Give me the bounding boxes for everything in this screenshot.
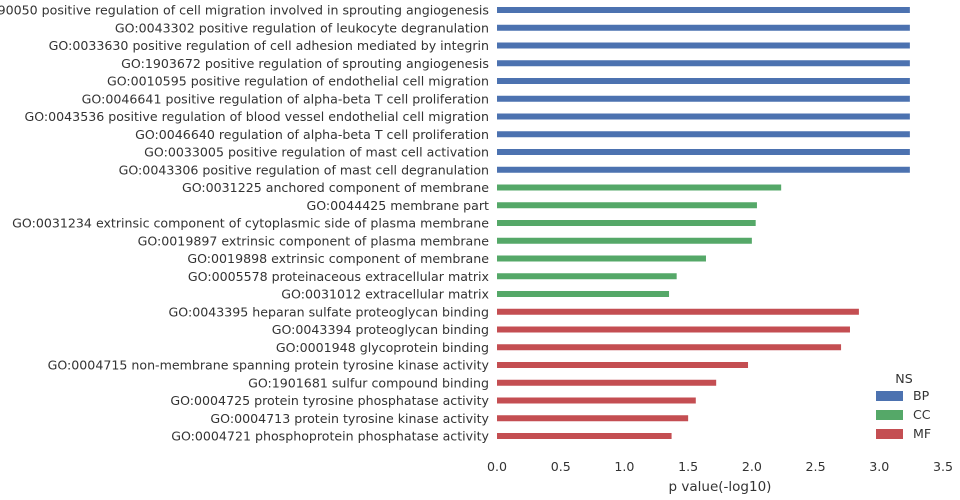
- bar-bp: [497, 7, 910, 13]
- y-tick-label: GO:0043306 positive regulation of mast c…: [119, 162, 489, 177]
- bar-mf: [497, 308, 859, 315]
- y-tick-label: GO:0004715 non-membrane spanning protein…: [48, 358, 490, 373]
- y-tick-label: GO:0010595 positive regulation of endoth…: [107, 74, 489, 89]
- bar-bp: [497, 113, 910, 120]
- bar-cc: [497, 273, 677, 280]
- y-tick-label: GO:0031012 extracellular matrix: [281, 287, 489, 302]
- y-tick-label: GO:0001948 glycoprotein binding: [276, 340, 489, 355]
- bar-mf: [497, 362, 749, 368]
- legend-label-cc: CC: [913, 407, 931, 422]
- x-axis-label: p value(-log10): [669, 479, 772, 495]
- bar-bp: [497, 166, 910, 173]
- y-tick-labels: GO:0090050 positive regulation of cell m…: [0, 3, 490, 444]
- x-tick-label: 2.0: [742, 459, 762, 474]
- y-tick-label: GO:0031225 anchored component of membran…: [182, 180, 489, 195]
- legend: NS BP CC MF: [876, 371, 931, 441]
- x-tick-label: 2.5: [806, 459, 826, 474]
- y-tick-label: GO:0043395 heparan sulfate proteoglycan …: [169, 304, 490, 319]
- bar-cc: [497, 237, 752, 244]
- x-tick-labels: 0.0 0.5 1.0 1.5 2.0 2.5 3.0 3.5: [487, 459, 953, 474]
- y-tick-label: GO:0046640 regulation of alpha-beta T ce…: [135, 127, 489, 142]
- bar-cc: [497, 291, 670, 297]
- legend-label-bp: BP: [913, 388, 930, 403]
- bar-bp: [497, 149, 910, 155]
- bar-mf: [497, 379, 717, 386]
- y-tick-label: GO:0019897 extrinsic component of plasma…: [138, 233, 490, 248]
- bar-cc: [497, 184, 782, 191]
- y-tick-label: GO:0044425 membrane part: [306, 198, 489, 213]
- y-tick-label: GO:0004725 protein tyrosine phosphatase …: [170, 393, 489, 408]
- y-tick-label: GO:0090050 positive regulation of cell m…: [0, 3, 489, 18]
- bar-bp: [497, 131, 910, 138]
- y-tick-label: GO:0005578 proteinaceous extracellular m…: [188, 269, 490, 284]
- x-tick-label: 0.5: [551, 459, 571, 474]
- y-tick-label: GO:0043302 positive regulation of leukoc…: [115, 20, 489, 35]
- bar-bp: [497, 95, 910, 102]
- bar-mf: [497, 326, 850, 333]
- x-tick-label: 3.5: [933, 459, 953, 474]
- y-tick-label: GO:0004713 protein tyrosine kinase activ…: [210, 411, 489, 426]
- y-tick-label: GO:1903672 positive regulation of sprout…: [121, 56, 489, 71]
- bar-mf: [497, 397, 696, 404]
- bar-mf: [497, 433, 672, 439]
- y-tick-label: GO:0033630 positive regulation of cell a…: [49, 38, 489, 53]
- y-tick-label: GO:0019898 extrinsic component of membra…: [187, 251, 489, 266]
- bar-cc: [497, 202, 757, 209]
- bar-bp: [497, 60, 910, 67]
- bar-mf: [497, 344, 842, 351]
- y-tick-label: GO:0033005 positive regulation of mast c…: [144, 145, 489, 160]
- bar-cc: [497, 220, 756, 226]
- bar-bp: [497, 78, 910, 84]
- legend-swatch-mf: [876, 429, 903, 439]
- legend-swatch-bp: [876, 391, 903, 401]
- bar-bp: [497, 42, 910, 49]
- y-tick-label: GO:1901681 sulfur compound binding: [248, 375, 489, 390]
- x-tick-label: 1.5: [678, 459, 698, 474]
- bars-layer: [497, 7, 910, 439]
- y-tick-label: GO:0043536 positive regulation of blood …: [24, 109, 489, 124]
- legend-title: NS: [895, 371, 912, 386]
- x-tick-label: 3.0: [869, 459, 889, 474]
- x-tick-label: 1.0: [614, 459, 634, 474]
- y-tick-label: GO:0031234 extrinsic component of cytopl…: [12, 216, 489, 231]
- y-tick-label: GO:0046641 positive regulation of alpha-…: [82, 91, 489, 106]
- y-tick-label: GO:0043394 proteoglycan binding: [272, 322, 489, 337]
- bar-mf: [497, 415, 689, 422]
- y-tick-label: GO:0004721 phosphoprotein phosphatase ac…: [171, 429, 489, 444]
- legend-entries: BP CC MF: [876, 388, 931, 441]
- bar-bp: [497, 24, 910, 31]
- legend-swatch-cc: [876, 410, 903, 420]
- bar-cc: [497, 255, 706, 262]
- x-tick-label: 0.0: [487, 459, 507, 474]
- legend-label-mf: MF: [913, 426, 931, 441]
